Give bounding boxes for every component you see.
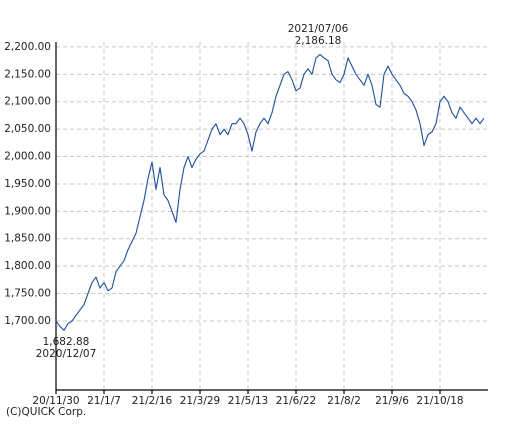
x-tick-label: 21/8/2 (327, 395, 361, 407)
line-series (55, 53, 485, 331)
x-tick-label: 20/11/30 (32, 395, 79, 407)
x-tick-label: 21/2/16 (132, 395, 173, 407)
x-tick-label: 21/10/18 (416, 395, 463, 407)
y-tick-label: 2,000.00 (4, 151, 51, 163)
y-tick-label: 1,850.00 (4, 233, 51, 245)
x-tick-label: 21/3/29 (180, 395, 220, 407)
y-tick-label: 2,100.00 (4, 96, 51, 108)
y-tick-label: 1,700.00 (4, 315, 51, 327)
max-date-annotation: 2021/07/06 (288, 23, 349, 35)
max-value-annotation: 2,186.18 (295, 35, 342, 47)
y-tick-label: 1,900.00 (4, 205, 51, 217)
y-tick-label: 1,800.00 (4, 260, 51, 272)
source: (C)QUICK Corp. (6, 406, 86, 418)
y-tick-label: 1,750.00 (4, 288, 51, 300)
x-tick-label: 21/1/7 (87, 395, 121, 407)
y-tick-label: 2,050.00 (4, 123, 51, 135)
y-tick-label: 1,950.00 (4, 178, 51, 190)
min-date-annotation: 2020/12/07 (36, 348, 97, 360)
x-tick-label: 21/9/6 (375, 395, 409, 407)
min-value-annotation: 1,682.88 (43, 336, 90, 348)
x-tick-label: 21/6/22 (276, 395, 316, 407)
y-tick-label: 2,150.00 (4, 68, 51, 80)
x-tick-label: 21/5/13 (228, 395, 268, 407)
y-tick-label: 2,200.00 (4, 41, 51, 53)
